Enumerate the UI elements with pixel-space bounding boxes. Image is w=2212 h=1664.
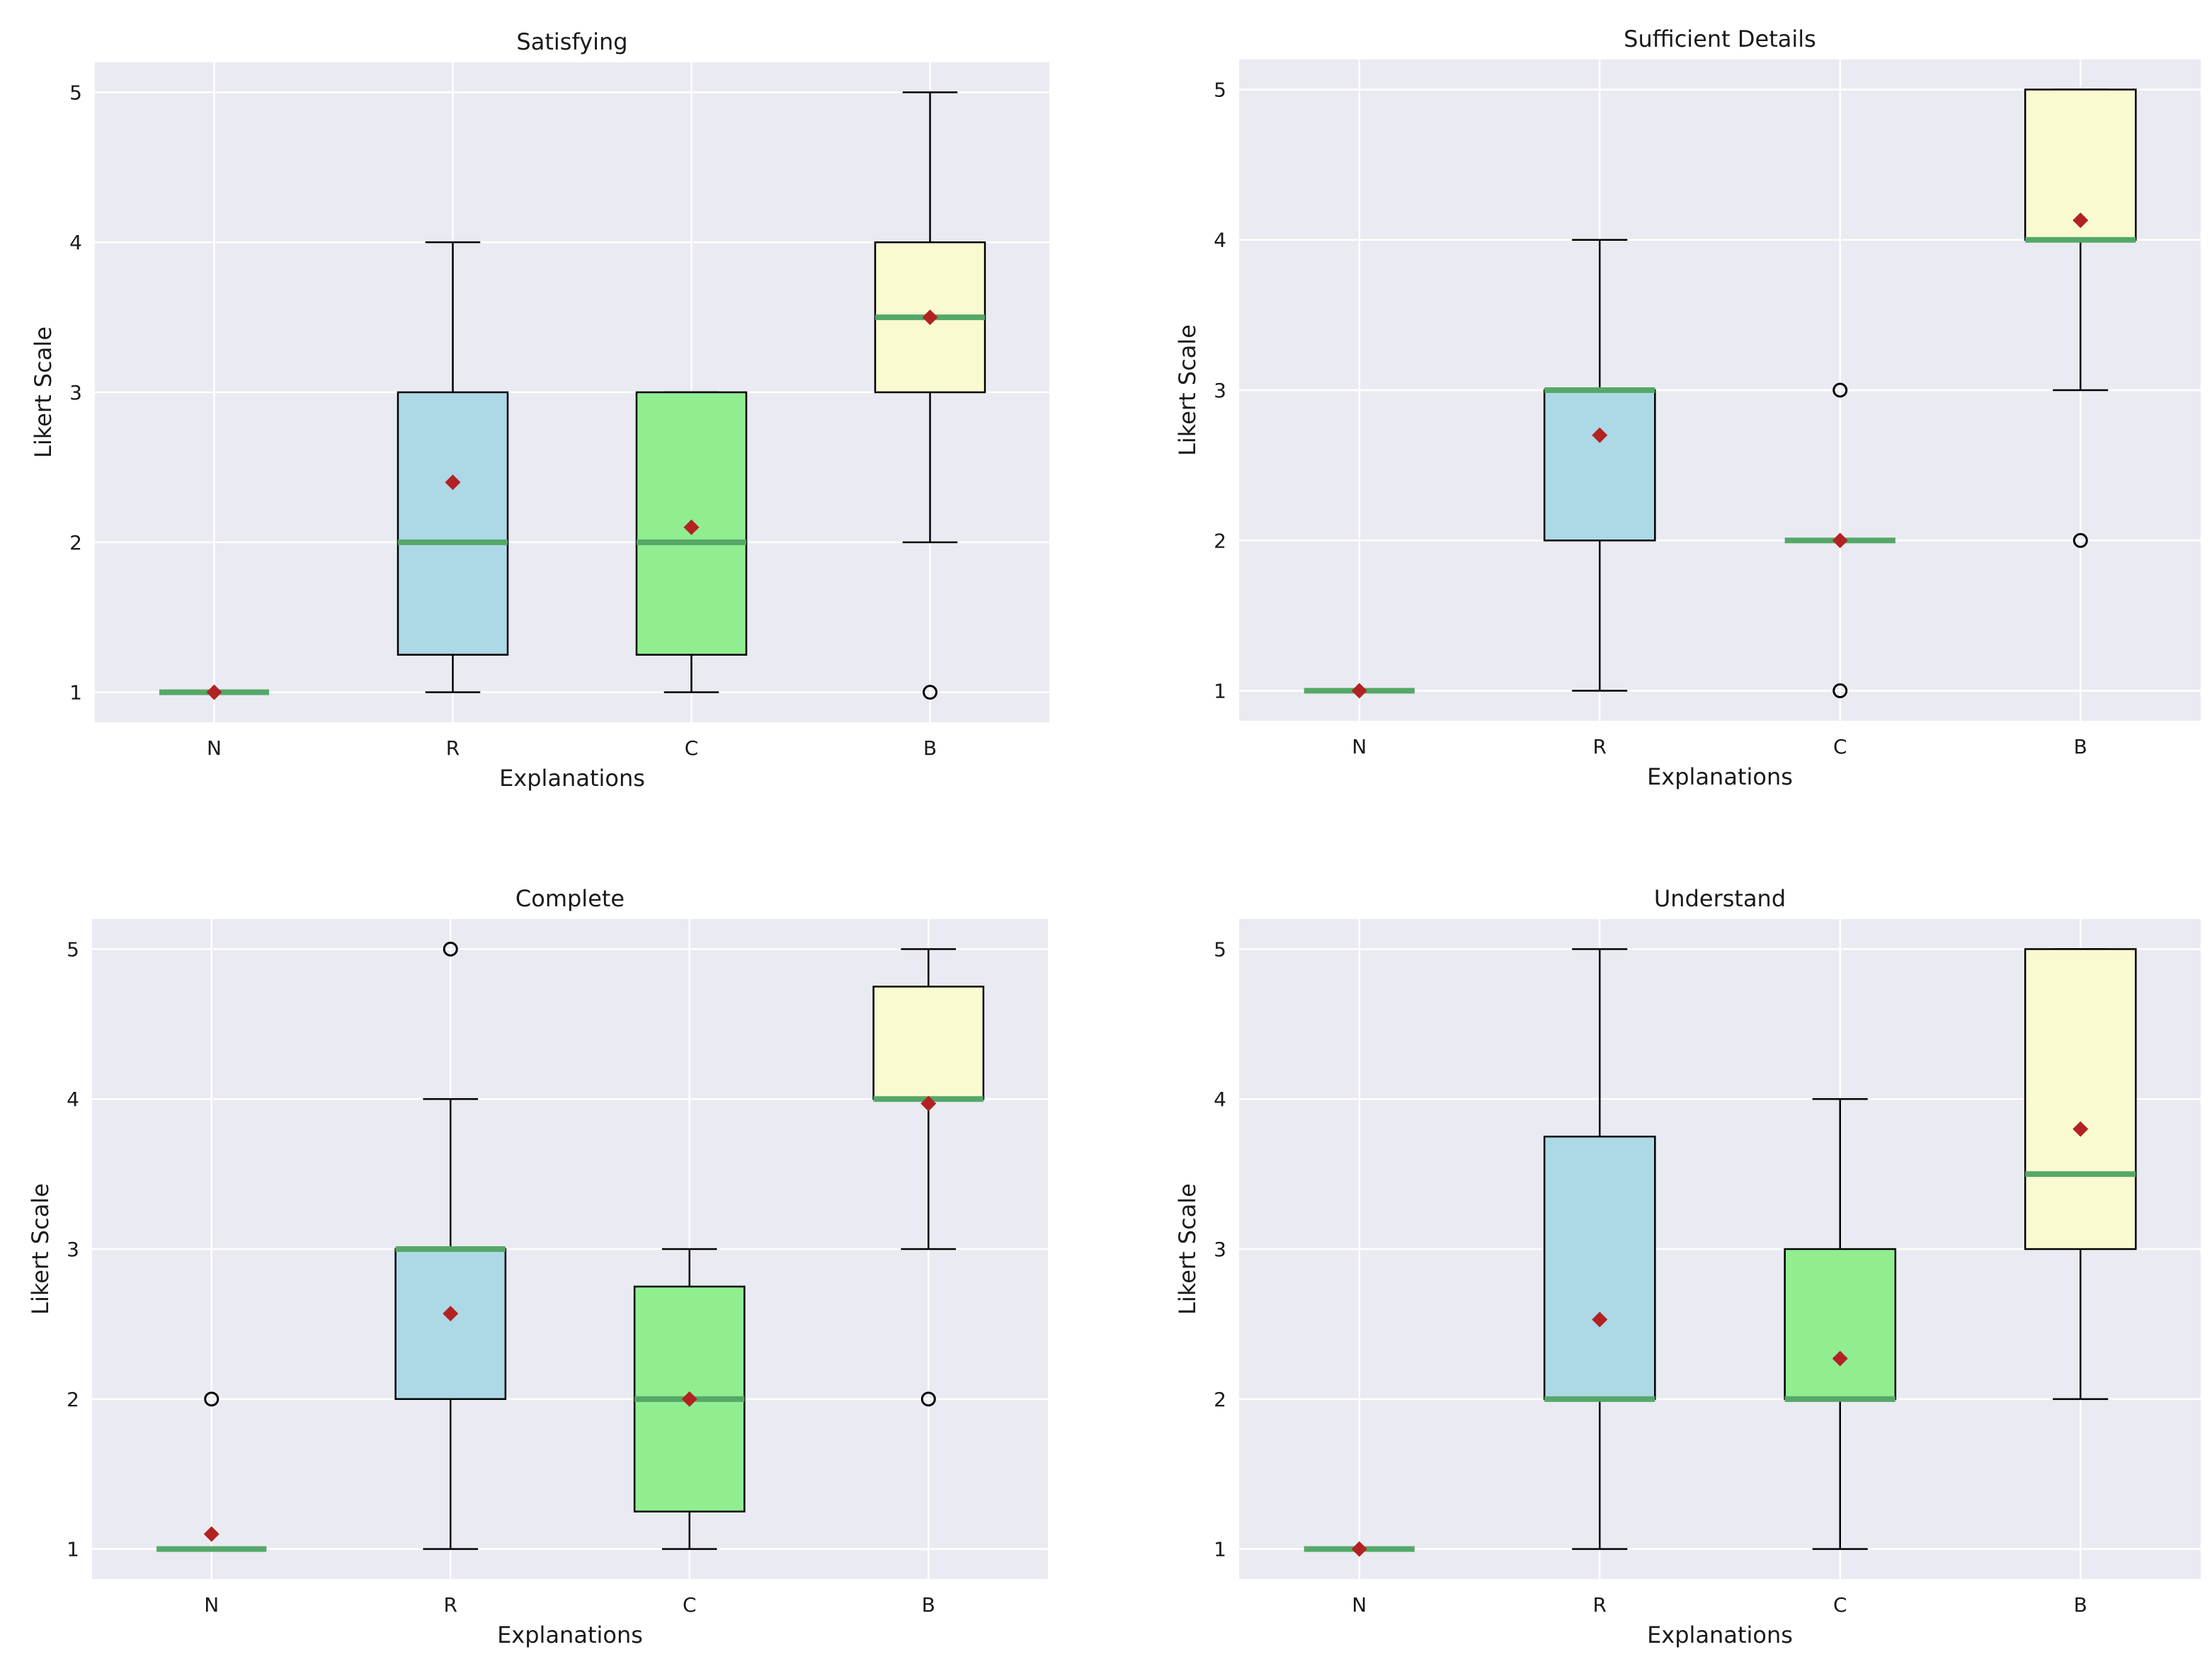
y-axis-label: Likert Scale [27,1183,54,1315]
outlier-point [443,941,458,957]
y-tick-label: 5 [1214,938,1226,961]
iqr-box [1784,1248,1897,1401]
y-tick-label: 4 [69,231,82,254]
y-tick-label: 2 [67,1388,79,1411]
iqr-box [394,1248,507,1401]
x-tick-label: C [1833,735,1847,758]
outlier-point [920,1391,936,1407]
chart-panel-2: 1 2 3 4 5 N R C B Complete Explanations Likert Scal… [27,885,1048,1648]
y-tick-label: 1 [69,681,82,705]
x-tick-label: R [446,736,460,760]
y-tick-label: 2 [69,531,82,554]
mean-marker [1592,427,1608,443]
y-tick-label: 2 [1214,1388,1226,1411]
outlier-point [923,685,937,700]
mean-marker [203,1526,220,1542]
y-axis-label: Likert Scale [30,326,57,458]
iqr-box [2024,948,2137,1250]
mean-marker [683,519,700,535]
chart-title: Satisfying [516,28,627,55]
box-N [156,1391,267,1552]
chart-title: Sufficient Details [1624,25,1816,52]
chart-panel-3: 1 2 3 4 5 N R C B Understand Explanations Likert Sc… [1174,885,2201,1648]
box-B [2024,948,2137,1401]
y-tick-label: 1 [67,1538,79,1561]
box-B [874,91,986,700]
x-tick-label: N [204,1593,219,1617]
y-tick-label: 4 [67,1088,79,1111]
x-tick-label: B [922,1593,935,1617]
box-R [1543,948,1656,1550]
box-N [1304,683,1415,699]
y-tick-label: 1 [1214,1538,1226,1561]
x-tick-label: R [1593,735,1607,758]
x-axis-label: Explanations [499,765,645,792]
x-tick-label: B [2074,1593,2087,1617]
x-tick-label: C [685,736,699,760]
x-axis-label: Explanations [1647,1622,1793,1648]
outlier-point [1832,382,1848,398]
x-tick-label: B [2074,735,2087,758]
mean-marker [1351,1541,1367,1557]
iqr-box [1543,1135,1656,1401]
x-tick-label: C [1833,1593,1847,1617]
outlier-point [1832,683,1848,699]
box-C [633,1248,746,1550]
box-C [1784,1098,1897,1550]
x-tick-label: N [1352,1593,1367,1617]
y-tick-label: 5 [67,938,79,961]
chart-title: Complete [515,885,625,912]
box-C [635,391,748,693]
y-tick-label: 4 [1214,1088,1226,1111]
x-axis-label: Explanations [1647,763,1793,790]
mean-marker [206,684,222,700]
box-R [1543,239,1656,692]
box-R [397,241,509,693]
mean-marker [1351,683,1367,699]
x-tick-label: R [1593,1593,1607,1617]
iqr-box [872,986,985,1100]
box-N [1304,1541,1415,1557]
y-axis-label: Likert Scale [1174,1183,1201,1315]
y-tick-label: 4 [1214,229,1226,252]
mean-marker [1832,532,1848,549]
chart-panel-1: 1 2 3 4 5 N R C B Sufficient Details Explanations L… [1174,25,2201,790]
box-B [872,948,985,1407]
iqr-box [397,391,509,656]
box-C [1784,382,1895,699]
mean-marker [2073,212,2089,229]
y-tick-label: 3 [69,381,82,404]
box-B [2024,89,2137,548]
x-tick-label: C [683,1593,697,1617]
mean-marker [445,474,461,491]
y-tick-label: 3 [1214,379,1226,402]
box-N [159,684,270,700]
x-tick-label: R [444,1593,457,1617]
y-tick-label: 5 [69,81,82,104]
y-axis-label: Likert Scale [1174,324,1201,456]
x-tick-label: B [923,736,937,760]
iqr-box [1543,389,1656,542]
x-tick-label: N [207,736,222,760]
box-R [394,941,507,1550]
x-axis-label: Explanations [497,1622,643,1648]
mean-marker [922,309,938,326]
y-tick-label: 3 [1214,1238,1226,1261]
chart-title: Understand [1654,885,1786,912]
y-tick-label: 2 [1214,529,1226,552]
mean-marker [1592,1311,1608,1328]
mean-marker [1832,1350,1848,1367]
outlier-point [204,1391,220,1407]
x-tick-label: N [1352,735,1367,758]
mean-marker [443,1306,459,1322]
mean-marker [920,1095,937,1112]
y-tick-label: 5 [1214,78,1226,101]
y-tick-label: 3 [67,1238,79,1261]
y-tick-label: 1 [1214,680,1226,703]
chart-panel-0: 1 2 3 4 5 N R C B Satisfying Explanations Likert Sc… [30,28,1049,792]
mean-marker [2073,1121,2089,1137]
outlier-point [2073,532,2088,548]
mean-marker [681,1391,697,1407]
